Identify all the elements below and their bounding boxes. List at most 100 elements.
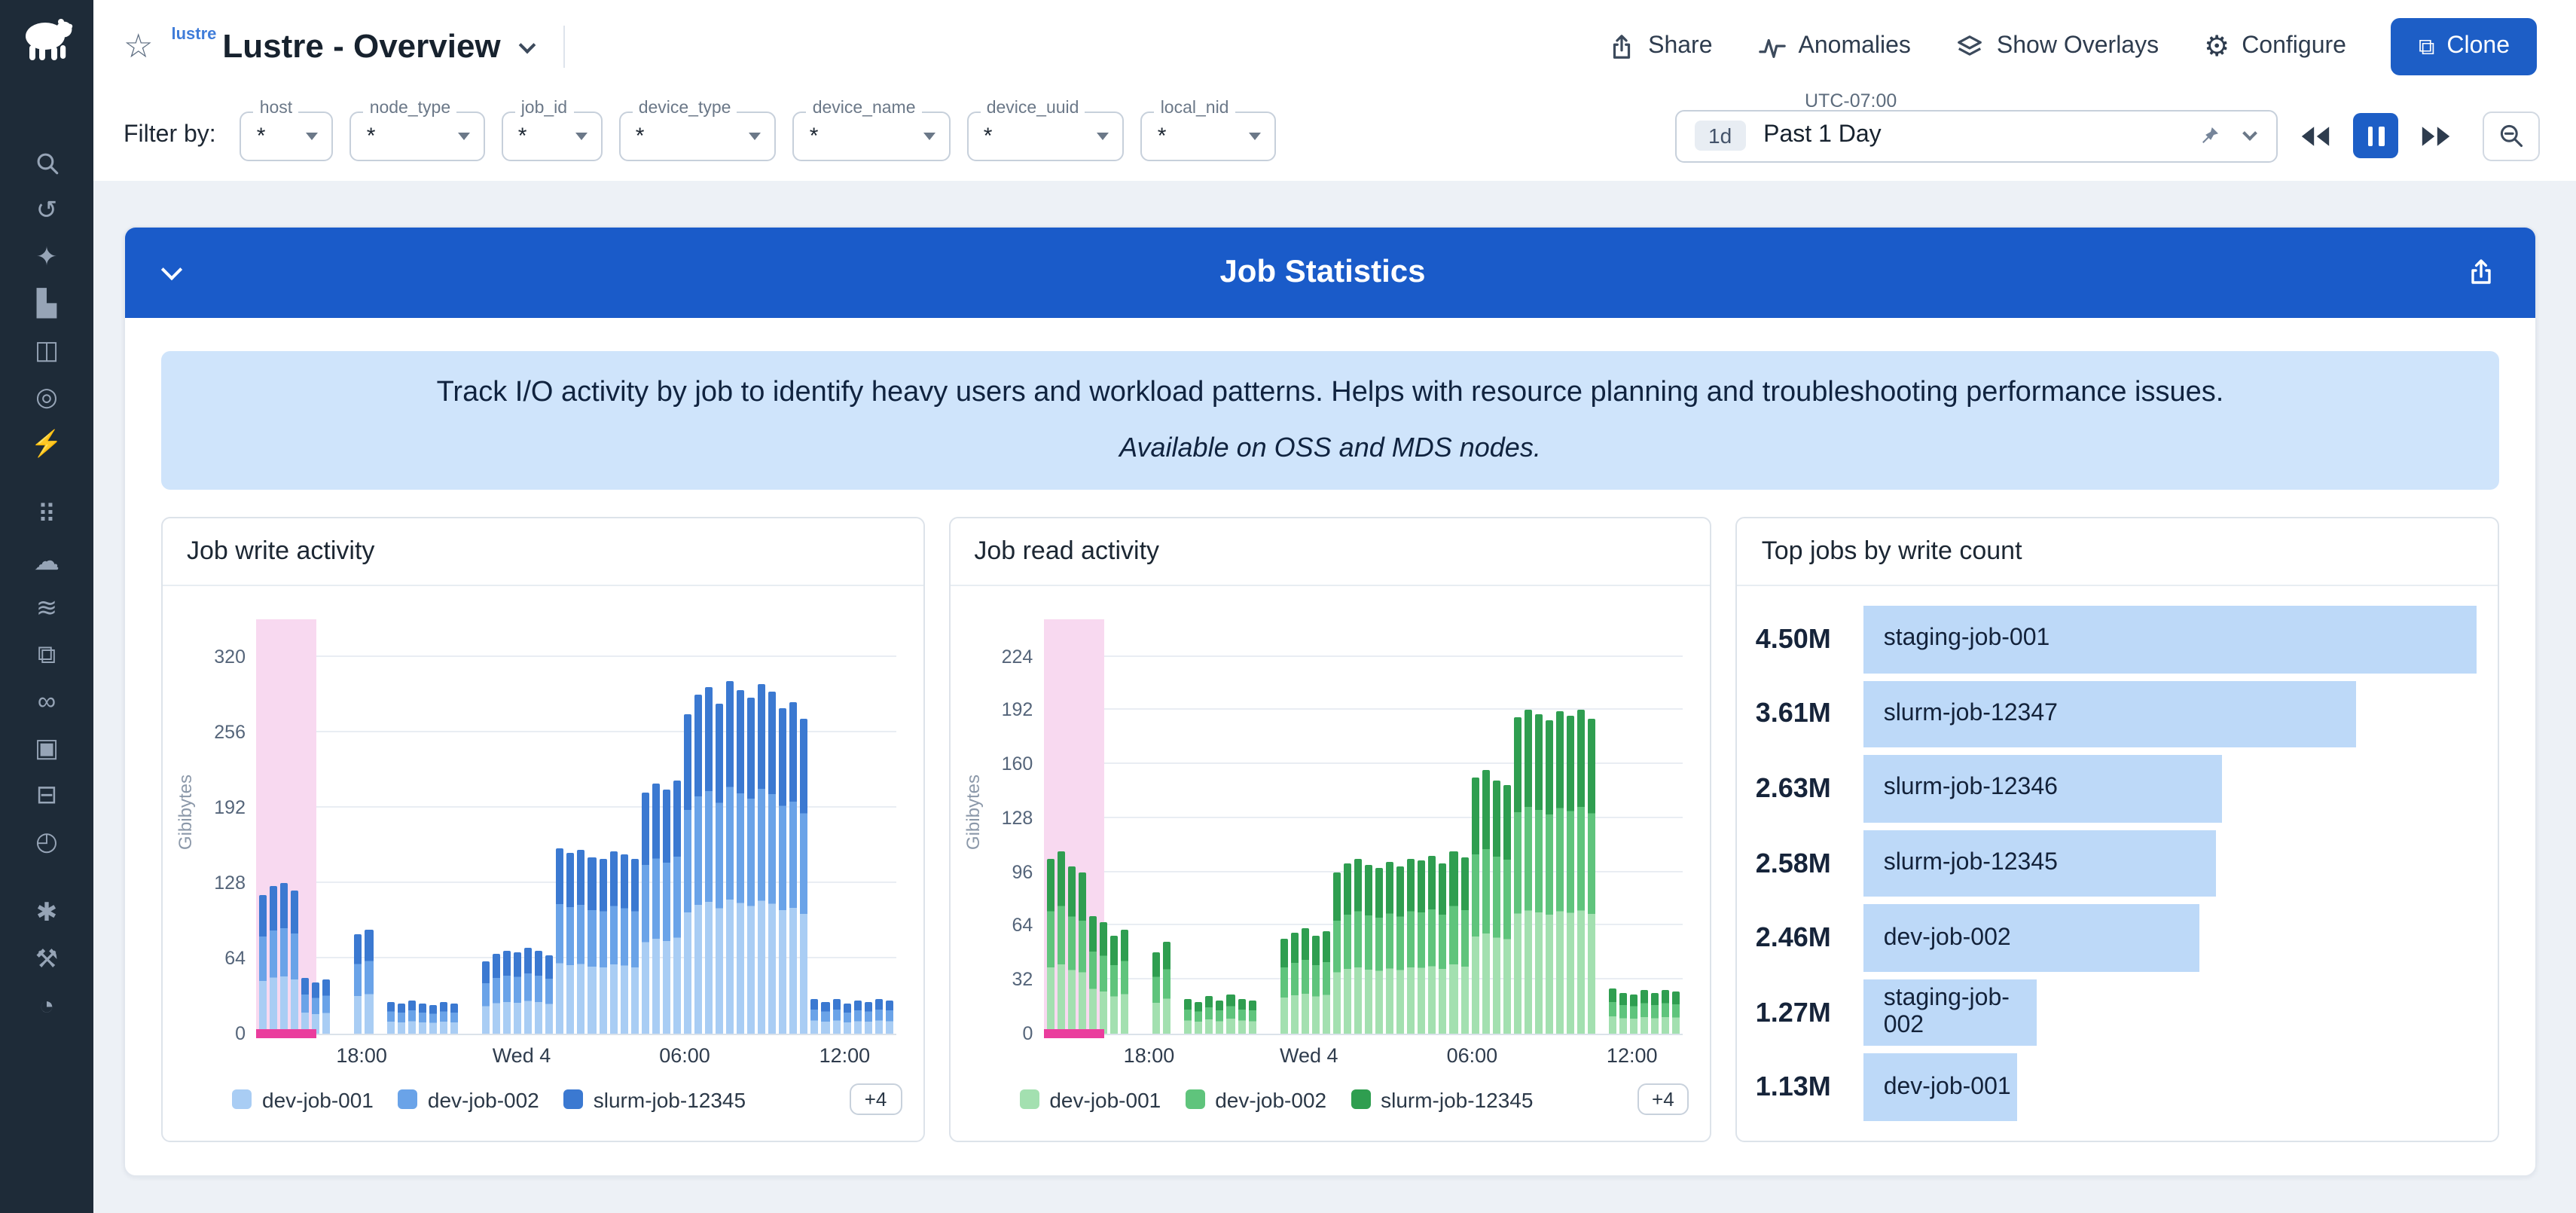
gauge-icon[interactable]: ◔ — [38, 991, 55, 1020]
chart-bar[interactable] — [832, 999, 841, 1034]
pin-icon[interactable] — [2198, 124, 2220, 147]
chart-bar[interactable] — [1311, 936, 1320, 1034]
legend-item[interactable]: dev-job-001 — [1019, 1087, 1161, 1111]
chart-bar[interactable] — [1099, 922, 1107, 1034]
chart-bar[interactable] — [1641, 989, 1649, 1034]
chart-bar[interactable] — [716, 704, 724, 1034]
chart-bar[interactable] — [1619, 993, 1628, 1034]
chart-bar[interactable] — [726, 680, 734, 1034]
chart-bar[interactable] — [1216, 1000, 1224, 1034]
chart-bar[interactable] — [1449, 851, 1457, 1034]
chart-bar[interactable] — [556, 848, 564, 1034]
chart-bar[interactable] — [1365, 865, 1373, 1034]
zoom-out-button[interactable] — [2483, 111, 2540, 160]
chart-bar[interactable] — [493, 953, 501, 1034]
chart-bar[interactable] — [1152, 952, 1161, 1034]
alerts-icon[interactable]: ⚡ — [30, 429, 63, 458]
chart-bar[interactable] — [1545, 720, 1553, 1034]
search-icon[interactable] — [0, 140, 93, 187]
chart-bar[interactable] — [397, 1004, 405, 1034]
favorite-star-icon[interactable]: ☆ — [124, 27, 154, 65]
chart-bar[interactable] — [1375, 868, 1384, 1034]
legend-item[interactable]: slurm-job-12345 — [1351, 1087, 1533, 1111]
chart-bar[interactable] — [641, 792, 649, 1034]
job-bar[interactable]: slurm-job-12345 — [1863, 830, 2215, 897]
streams-icon[interactable]: ≋ — [35, 594, 58, 622]
chart-bar[interactable] — [270, 885, 278, 1034]
chart-bar[interactable] — [737, 689, 745, 1034]
chart-bar[interactable] — [1332, 872, 1341, 1034]
chart-bar[interactable] — [259, 894, 267, 1034]
chart-bar[interactable] — [1471, 778, 1479, 1034]
legend-overflow-chip[interactable]: +4 — [1637, 1083, 1689, 1115]
chart-bar[interactable] — [1301, 927, 1309, 1034]
chart-bar[interactable] — [747, 698, 755, 1034]
tools-icon[interactable]: ⚒ — [35, 945, 59, 973]
chart-bar[interactable] — [1534, 713, 1543, 1034]
chart-bar[interactable] — [599, 859, 607, 1034]
chart-bar[interactable] — [630, 858, 639, 1034]
chart-bar[interactable] — [1386, 861, 1394, 1034]
chart-bar[interactable] — [514, 952, 522, 1034]
chart-bar[interactable] — [1492, 781, 1500, 1034]
chart-bar[interactable] — [1566, 715, 1575, 1034]
chart-bar[interactable] — [524, 947, 533, 1034]
filter-device_uuid[interactable]: device_uuid * — [966, 99, 1125, 160]
dashboards-icon[interactable]: ◫ — [34, 336, 60, 365]
chart-bar[interactable] — [789, 701, 798, 1034]
share-button[interactable]: Share — [1607, 32, 1713, 61]
nodes-icon[interactable]: ⠿ — [37, 500, 56, 529]
job-bar[interactable]: dev-job-002 — [1863, 904, 2199, 972]
chart-bar[interactable] — [577, 850, 585, 1034]
chart-bar[interactable] — [758, 683, 766, 1034]
legend-item[interactable]: slurm-job-12345 — [563, 1087, 746, 1111]
chart-bar[interactable] — [1248, 1000, 1256, 1034]
time-range-chevron-down-icon[interactable] — [2242, 126, 2257, 141]
chart-bar[interactable] — [1046, 858, 1055, 1034]
chart-bar[interactable] — [418, 1003, 426, 1034]
filter-device_name[interactable]: device_name * — [792, 99, 951, 160]
chart-bar[interactable] — [1290, 932, 1299, 1034]
chart-bar[interactable] — [683, 713, 691, 1034]
chart-bar[interactable] — [1226, 995, 1235, 1034]
fast-forward-button[interactable] — [2413, 113, 2458, 158]
job-bar[interactable]: staging-job-002 — [1863, 979, 2037, 1046]
filter-host[interactable]: host * — [240, 99, 334, 160]
chart-bar[interactable] — [1280, 939, 1288, 1034]
chart-bar[interactable] — [1354, 858, 1363, 1034]
chart-bar[interactable] — [1460, 857, 1469, 1034]
chart-bar[interactable] — [1482, 769, 1490, 1034]
bug-icon[interactable]: ✱ — [35, 898, 58, 927]
chart-bar[interactable] — [768, 692, 777, 1034]
chart-bar[interactable] — [280, 883, 288, 1034]
chart-bar[interactable] — [291, 891, 299, 1034]
chart-bar[interactable] — [1439, 863, 1447, 1034]
chart-bar[interactable] — [800, 718, 808, 1034]
chart-bar[interactable] — [1163, 941, 1171, 1034]
chart-bar[interactable] — [1672, 991, 1680, 1034]
filter-job_id[interactable]: job_id * — [501, 99, 603, 160]
title-chevron-down-icon[interactable] — [519, 35, 537, 53]
rewind-button[interactable] — [2293, 113, 2338, 158]
chart-bar[interactable] — [481, 961, 490, 1034]
job-bar[interactable]: slurm-job-12347 — [1863, 680, 2356, 748]
configure-button[interactable]: ⚙ Configure — [2204, 32, 2346, 61]
chart-bar[interactable] — [1428, 855, 1436, 1034]
chart-bar[interactable] — [1109, 936, 1118, 1034]
chart-bar[interactable] — [1078, 872, 1086, 1034]
chart-bar[interactable] — [1067, 866, 1076, 1034]
chart-bar[interactable] — [1588, 718, 1596, 1034]
chart-bar[interactable] — [1195, 1001, 1203, 1034]
pause-button[interactable] — [2353, 113, 2398, 158]
export-icon[interactable] — [2466, 258, 2496, 288]
chart-bar[interactable] — [864, 1001, 872, 1034]
chart-bar[interactable] — [301, 978, 310, 1034]
chart-bar[interactable] — [1555, 711, 1564, 1034]
chart-bar[interactable] — [535, 951, 543, 1034]
clone-button[interactable]: ⧉ Clone — [2391, 18, 2537, 75]
chart-bar[interactable] — [1322, 930, 1330, 1034]
show-overlays-button[interactable]: Show Overlays — [1956, 32, 2159, 61]
chart-bar[interactable] — [1630, 995, 1638, 1034]
chart-bar[interactable] — [503, 950, 511, 1034]
chart-bar[interactable] — [779, 708, 787, 1034]
